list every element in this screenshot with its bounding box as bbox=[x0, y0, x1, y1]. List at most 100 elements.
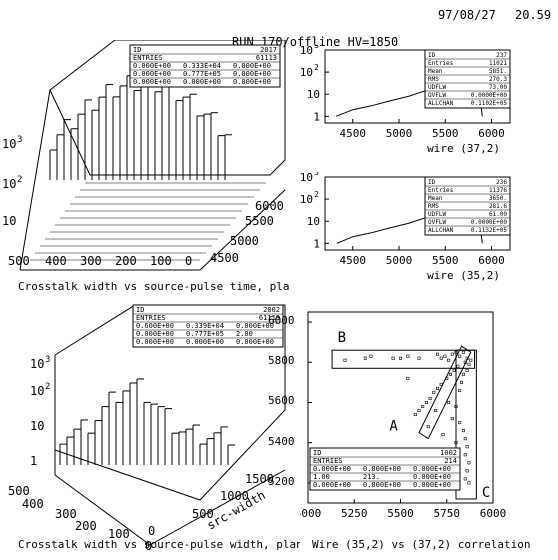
stats-box-label: ENTRIES bbox=[313, 457, 343, 465]
stats-box-frame bbox=[132, 304, 284, 348]
surface-axis-z bbox=[19, 89, 51, 271]
stats-box-cell: 0.000E+00 bbox=[363, 481, 401, 489]
stats-box-cell: 213. bbox=[363, 473, 380, 481]
x-axis-label: wire (37,2) bbox=[427, 142, 500, 155]
stats-box-cell: 0.777E+05 bbox=[183, 70, 221, 78]
surface-axis-x bbox=[54, 474, 151, 546]
scatter-point bbox=[436, 352, 440, 356]
x-tick-label: 300 bbox=[55, 507, 77, 521]
stats-box-label: RMS bbox=[428, 76, 439, 83]
stats-box-value: 0.1102E+05 bbox=[471, 100, 508, 107]
scatter-point bbox=[463, 477, 467, 481]
z-tick-label: 1 bbox=[30, 454, 37, 468]
stats-box-value: 61113 bbox=[256, 54, 277, 62]
region-c-box bbox=[455, 349, 477, 500]
stats-box-label: ID bbox=[313, 449, 321, 457]
stats-box-label: ALLCHAN bbox=[428, 100, 454, 107]
scatter-point bbox=[469, 358, 473, 362]
stats-box-cell: 0.000E+00 bbox=[233, 62, 271, 70]
stats-box-label: OVFLW bbox=[428, 219, 446, 226]
z-tick-exponent: 2 bbox=[45, 382, 50, 392]
stats-box-label: ENTRIES bbox=[133, 54, 163, 62]
scatter-point bbox=[369, 354, 373, 358]
region-label-c: C bbox=[482, 485, 490, 501]
stats-box-label: ALLCHAN bbox=[428, 227, 454, 234]
x-tick-label: 6000 bbox=[480, 507, 507, 520]
stats-box-value: 61113 bbox=[259, 314, 280, 322]
stats-box-label: OVFLW bbox=[428, 92, 446, 99]
scatter-point bbox=[448, 372, 452, 376]
stats-box-frame bbox=[424, 49, 511, 109]
x-tick-label: 400 bbox=[22, 497, 44, 511]
region-a-box bbox=[418, 345, 472, 440]
scatter-point bbox=[465, 469, 469, 473]
y-tick-label: 5000 bbox=[230, 234, 259, 248]
surface-frame bbox=[49, 40, 286, 176]
stats-box-cell: 0.000E+00 bbox=[413, 473, 451, 481]
stats-box-label: ID bbox=[133, 46, 141, 54]
x-tick-label: 500 bbox=[8, 484, 30, 498]
stats-box-value: 270.3 bbox=[489, 76, 507, 83]
x-tick-label: 4500 bbox=[340, 127, 367, 140]
scatter-y-tick-label: 6000 bbox=[268, 314, 295, 328]
y-tick-label: 10 bbox=[300, 66, 313, 79]
x-tick-label: 200 bbox=[115, 254, 137, 268]
chart-caption: Crosstalk width vs source-pulse width, p… bbox=[18, 538, 300, 551]
scatter-point bbox=[413, 413, 417, 417]
stats-box-value: 3650. bbox=[489, 195, 507, 202]
scatter-point bbox=[461, 429, 465, 433]
scatter-point bbox=[428, 396, 432, 400]
stats-box-value: 73.00 bbox=[489, 84, 507, 91]
scatter-point bbox=[447, 358, 451, 362]
stats-box-label: UDFLW bbox=[428, 211, 446, 218]
y-tick-label: 1 bbox=[313, 237, 320, 250]
scatter-point bbox=[460, 380, 464, 384]
scatter-point bbox=[463, 437, 467, 441]
z-tick-label: 10 bbox=[30, 419, 44, 433]
stats-box-value: 2017 bbox=[260, 46, 277, 54]
stats-box-value: 11376 bbox=[489, 187, 507, 194]
stats-box-value: 237 bbox=[496, 52, 507, 59]
stats-box-value: 11021 bbox=[489, 60, 507, 67]
scatter-y-tick-label: 5400 bbox=[268, 434, 295, 448]
stats-box-value: 281.6 bbox=[489, 203, 507, 210]
stats-box-cell: 0.000E+00 bbox=[136, 330, 174, 338]
scatter-point bbox=[467, 481, 471, 485]
y-tick-label: 1500 bbox=[245, 472, 274, 486]
z-tick-label: 10 bbox=[30, 384, 44, 398]
scatter-point bbox=[456, 364, 460, 368]
scatter-point bbox=[443, 354, 447, 358]
scatter-point bbox=[363, 356, 367, 360]
stats-box-label: Entries bbox=[428, 60, 454, 67]
z-tick-label: 10 bbox=[2, 177, 16, 191]
scatter-point bbox=[434, 409, 438, 413]
stats-box-value: 2002 bbox=[263, 306, 280, 314]
x-tick-label: 500 bbox=[8, 254, 30, 268]
y-tick-label: 10 bbox=[307, 88, 320, 101]
stats-box-cell: 0.000E+00 bbox=[413, 481, 451, 489]
stats-box-cell: 1.00 bbox=[313, 473, 330, 481]
scatter-point bbox=[465, 445, 469, 449]
stats-box-label: Mean bbox=[428, 195, 443, 202]
scatter-point bbox=[465, 368, 469, 372]
z-tick-label: 10 bbox=[30, 357, 44, 371]
y-tick-exponent: 2 bbox=[314, 190, 319, 199]
scatter-point bbox=[426, 425, 430, 429]
scatter-point bbox=[467, 461, 471, 465]
x-axis-label: wire (35,2) bbox=[427, 269, 500, 282]
z-tick-exponent: 3 bbox=[17, 135, 22, 145]
scatter-point bbox=[417, 356, 421, 360]
x-tick-label: 5500 bbox=[432, 254, 459, 267]
stats-box-value: 0.0000E+00 bbox=[471, 219, 508, 226]
x-tick-label: 6000 bbox=[478, 254, 505, 267]
region-label-b: B bbox=[338, 330, 346, 346]
header-date: 97/08/27 bbox=[438, 8, 496, 22]
y-tick-label: 0 bbox=[148, 524, 155, 538]
stats-box-cell: 0.600E+00 bbox=[136, 322, 174, 330]
scatter-point bbox=[458, 388, 462, 392]
chart-caption: Crosstalk width vs source-pulse time, pl… bbox=[18, 280, 290, 293]
y-tick-label: 500 bbox=[192, 507, 214, 521]
region-label-a: A bbox=[389, 419, 398, 435]
z-tick-label: 10 bbox=[2, 214, 16, 228]
